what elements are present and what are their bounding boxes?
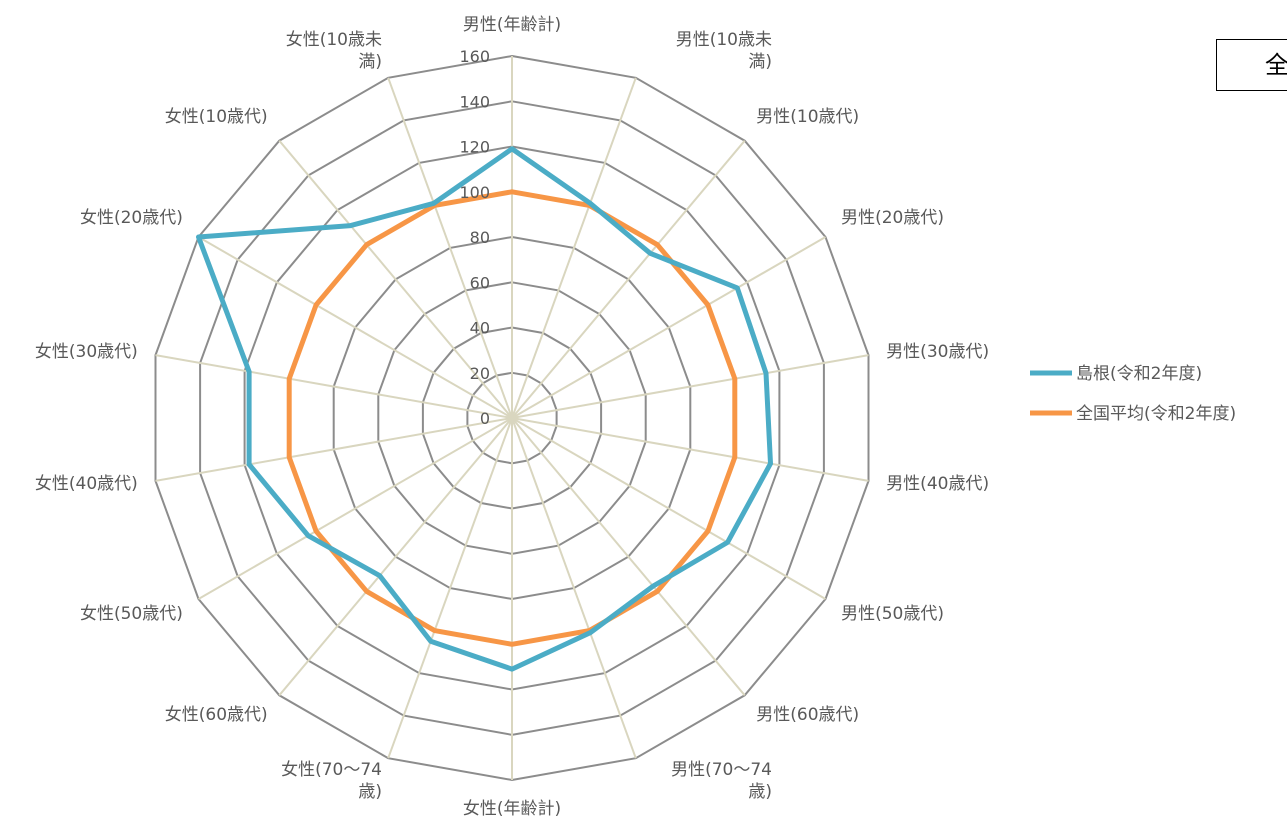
tick-labels: 0 20 40 60 80 100 120 140 160 (459, 47, 490, 428)
chart-title-box: 全 (1216, 39, 1287, 91)
category-label: 女性(50歳代) (80, 604, 183, 624)
category-label-line: 女性(10歳未 (286, 30, 382, 50)
category-label-line: 男性(10歳代) (756, 107, 859, 127)
category-label-line: 歳) (358, 782, 382, 802)
grid-spoke (278, 417, 513, 696)
tick-label: 60 (470, 273, 490, 292)
category-label-line: 女性(50歳代) (80, 604, 183, 624)
category-label: 女性(10歳未満) (286, 30, 382, 72)
grid-spoke (278, 140, 513, 419)
grid-spoke (511, 417, 827, 600)
tick-label: 100 (459, 183, 490, 202)
legend-label: 島根(令和2年度) (1076, 364, 1202, 384)
grid-spoke (387, 417, 513, 759)
category-label-line: 男性(10歳未 (676, 30, 772, 50)
tick-label: 80 (470, 228, 490, 247)
category-label-line: 女性(10歳代) (165, 107, 268, 127)
category-label: 男性(20歳代) (841, 208, 944, 228)
tick-label: 20 (470, 364, 490, 383)
grid-spoke (511, 417, 746, 696)
category-label-line: 女性(40歳代) (35, 474, 138, 494)
category-label-line: 男性(年齢計) (463, 15, 561, 35)
grid-spokes (155, 56, 869, 780)
grid-spoke (511, 417, 637, 759)
category-label: 女性(年齢計) (463, 799, 561, 819)
category-label: 女性(70～74 歳) (281, 760, 382, 802)
category-label-line: 女性(70～74 (281, 760, 382, 780)
category-label-line: 女性(30歳代) (35, 342, 138, 362)
tick-label: 40 (470, 319, 490, 338)
tick-label: 140 (459, 92, 490, 111)
category-label: 男性(40歳代) (886, 474, 989, 494)
category-label: 男性(30歳代) (886, 342, 989, 362)
category-label: 男性(60歳代) (756, 705, 859, 725)
category-label: 女性(40歳代) (35, 474, 138, 494)
category-label: 男性(10歳未満) (676, 30, 772, 72)
category-label-line: 満) (358, 52, 382, 72)
category-label: 男性(70～74 歳) (671, 760, 772, 802)
category-labels: 男性(年齢計)男性(10歳未満)男性(10歳代)男性(20歳代)男性(30歳代)… (35, 15, 989, 819)
category-label: 女性(60歳代) (165, 705, 268, 725)
grid-spoke (197, 236, 513, 419)
legend-label: 全国平均(令和2年度) (1076, 404, 1236, 424)
series-line (196, 146, 773, 672)
category-label: 男性(10歳代) (756, 107, 859, 127)
category-label-line: 男性(50歳代) (841, 604, 944, 624)
category-label-line: 男性(20歳代) (841, 208, 944, 228)
category-label-line: 女性(年齢計) (463, 799, 561, 819)
grid-spoke (511, 140, 746, 419)
legend: 島根(令和2年度) 全国平均(令和2年度) (1030, 364, 1236, 424)
category-label-line: 男性(60歳代) (756, 705, 859, 725)
category-label-line: 男性(40歳代) (886, 474, 989, 494)
category-label: 女性(30歳代) (35, 342, 138, 362)
category-label-line: 満) (748, 52, 772, 72)
grid-spoke (511, 354, 869, 419)
series-layer (196, 146, 773, 672)
chart-title-text: 全 (1265, 51, 1287, 79)
category-label: 女性(10歳代) (165, 107, 268, 127)
category-label: 男性(年齢計) (463, 15, 561, 35)
grid-spoke (197, 417, 513, 600)
category-label: 男性(50歳代) (841, 604, 944, 624)
grid-spoke (155, 354, 513, 419)
category-label-line: 男性(30歳代) (886, 342, 989, 362)
series-line (286, 189, 738, 647)
tick-label: 120 (459, 138, 490, 157)
grid-spoke (511, 417, 869, 482)
tick-label: 0 (480, 409, 490, 428)
tick-label: 160 (459, 47, 490, 66)
category-label-line: 女性(20歳代) (80, 208, 183, 228)
grid-spoke (511, 77, 637, 419)
category-label-line: 歳) (748, 782, 772, 802)
grid-spoke (155, 417, 513, 482)
grid-spoke (387, 77, 513, 419)
category-label-line: 女性(60歳代) (165, 705, 268, 725)
category-label: 女性(20歳代) (80, 208, 183, 228)
category-label-line: 男性(70～74 (671, 760, 772, 780)
grid-spoke (511, 236, 827, 419)
